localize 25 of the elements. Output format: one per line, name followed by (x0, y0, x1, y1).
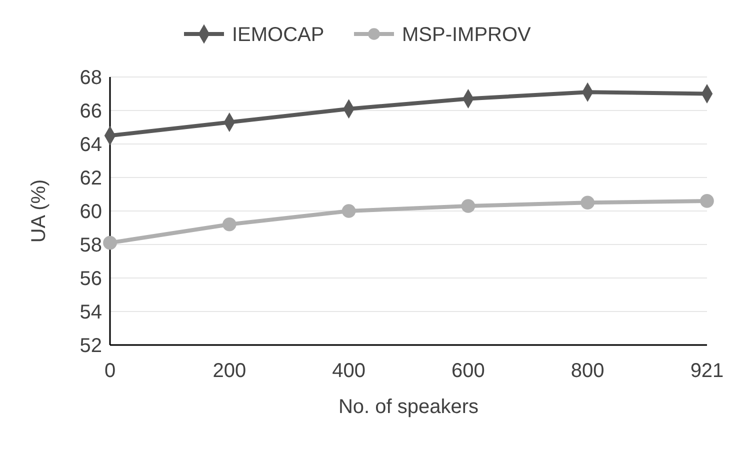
point (342, 204, 356, 218)
x-tick-label: 600 (452, 360, 485, 382)
y-tick-label: 64 (80, 134, 102, 156)
y-tick-label: 68 (80, 67, 102, 89)
y-axis-title: UA (%) (28, 179, 50, 243)
y-tick-label: 54 (80, 302, 102, 324)
x-tick-label: 200 (212, 360, 246, 382)
point (580, 196, 595, 210)
x-axis-title: No. of speakers (338, 396, 479, 418)
y-tick-label: 52 (80, 335, 102, 357)
y-tick-label: 60 (80, 201, 102, 223)
x-tick-label: 800 (570, 360, 604, 382)
point (461, 199, 476, 213)
y-tick-label: 66 (80, 100, 102, 122)
point (222, 218, 236, 232)
point (103, 236, 117, 250)
y-tick-label: 62 (80, 168, 102, 190)
x-tick-label: 921 (690, 360, 724, 382)
x-tick-label: 0 (104, 360, 116, 382)
y-tick-label: 56 (80, 268, 102, 290)
x-tick-label: 400 (332, 360, 366, 382)
point (700, 194, 714, 208)
legend-label: MSP-IMPROV (402, 24, 532, 46)
legend-label: IEMOCAP (232, 24, 324, 46)
y-tick-label: 58 (80, 234, 102, 256)
